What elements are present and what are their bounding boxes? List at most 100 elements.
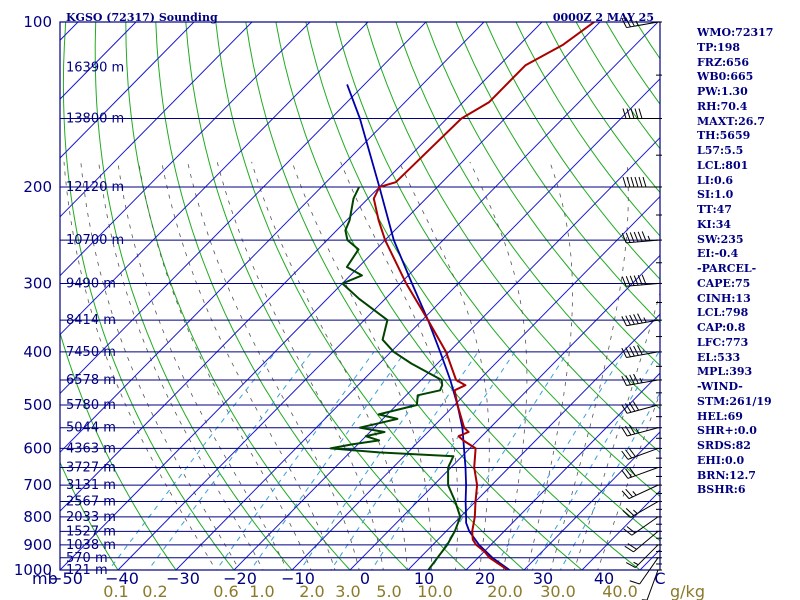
height-label: 16390 m (66, 60, 124, 75)
wind-barb-flag (621, 347, 627, 358)
wind-barb-flag (621, 469, 629, 479)
wind-barb-flag (629, 346, 635, 357)
wind-barb-flag (623, 528, 633, 536)
temperature-tick-label: −10 (281, 569, 315, 588)
mixing-ratio-label: 3.0 (335, 582, 360, 600)
wind-barb-flag (625, 347, 631, 358)
isotherm (60, 22, 369, 336)
wind-barb-flag (634, 108, 639, 119)
wind-barb-flag (625, 403, 632, 413)
moist-adiabat (80, 161, 240, 570)
dry-adiabat (60, 461, 119, 570)
height-label: 121 m (66, 563, 108, 578)
wind-barb-flag (629, 16, 635, 27)
mixing-ratio-line (215, 351, 375, 570)
height-label: 7450 m (66, 345, 116, 360)
wind-barb-half-flag (635, 20, 639, 26)
dry-adiabat (215, 22, 525, 570)
wind-barb-flag (630, 108, 635, 119)
wind-barb-flag (625, 508, 635, 516)
wind-barb-flag (642, 176, 647, 188)
mixing-ratio-line (330, 351, 479, 570)
height-label: 1038 m (66, 538, 116, 553)
index-item: CAPE:75 (697, 276, 751, 290)
wind-barb-flag (621, 316, 627, 326)
index-item: CINH:13 (697, 291, 751, 305)
pressure-unit-label: mb (32, 569, 58, 588)
wind-barb-flag (625, 375, 631, 386)
index-item: BSHR:6 (697, 483, 746, 497)
mixing-ratio-line (492, 351, 625, 570)
mixing-ratio-line (559, 391, 660, 570)
temperature-tick-label: −50 (49, 569, 83, 588)
wind-barb-flag (626, 108, 631, 119)
index-item: SRDS:82 (697, 439, 751, 452)
index-item: STM:261/19 (697, 394, 772, 408)
pressure-tick-label: 300 (23, 274, 52, 292)
dry-adiabat (155, 22, 409, 570)
pressure-tick-label: 700 (23, 476, 52, 494)
wind-barb-staff (630, 501, 659, 518)
wind-barb-flag (625, 468, 633, 478)
isotherm (60, 22, 543, 512)
moist-adiabat (550, 161, 629, 570)
pressure-tick-label: 200 (23, 178, 52, 196)
wind-barb-flag (621, 232, 627, 244)
mixing-ratio-line (250, 351, 406, 570)
temperature-tick-label: 40 (594, 569, 614, 588)
mixing-ratio-label: 1.0 (249, 582, 274, 600)
wind-barb-flag (625, 17, 631, 28)
wind-barb-flag (627, 543, 637, 550)
index-item: LCL:798 (697, 306, 749, 320)
temperature-tick-label: 20 (475, 569, 495, 588)
wind-barb-half-flag (633, 561, 639, 566)
mixing-ratio-label: 30.0 (540, 582, 576, 600)
wind-barb-flag (628, 402, 636, 412)
moist-adiabat (98, 161, 264, 570)
isotherm (60, 22, 601, 570)
wind-barb-half-flag (633, 509, 638, 514)
pressure-tick-label: 1000 (14, 561, 52, 579)
index-item: WB0:665 (697, 70, 754, 84)
index-item: TT:47 (697, 203, 732, 216)
height-label: 9490 m (66, 276, 116, 291)
wind-barb-staff (626, 404, 659, 414)
dry-adiabat (305, 22, 660, 542)
pressure-tick-label: 900 (23, 536, 52, 554)
height-label: 5044 m (66, 421, 116, 436)
wind-barb-flag (629, 374, 635, 385)
isotherm (465, 372, 660, 570)
wind-barb-half-flag (635, 428, 640, 434)
mixing-ratio-unit: g/kg (670, 582, 705, 600)
wind-barb-flag (629, 314, 635, 325)
wind-barb-flag (621, 375, 627, 386)
sounding-profiles (329, 22, 595, 570)
wind-barb-flag (622, 108, 627, 119)
temperature-tick-label: −40 (105, 569, 139, 588)
wind-barb-half-flag (647, 235, 651, 241)
height-label: 2033 m (66, 510, 116, 525)
wind-barb-flag (621, 404, 628, 414)
index-item: EHI:0.0 (697, 453, 745, 467)
wind-barb-flag (633, 231, 639, 242)
isotherm (60, 22, 195, 159)
pressure-tick-label: 600 (23, 439, 52, 457)
height-label: 5780 m (66, 398, 116, 413)
wind-barb-flag (622, 510, 631, 518)
mixing-ratio-label: 0.2 (142, 582, 167, 600)
wind-barb-flag (628, 424, 636, 435)
dry-adiabat (455, 22, 660, 324)
wind-barb-staff (627, 467, 659, 479)
moist-adiabat (117, 161, 288, 570)
wind-barb-staff (646, 569, 659, 600)
wind-barb-flag (633, 373, 639, 384)
wind-barb-flag (632, 401, 640, 411)
height-label: 10700 m (66, 233, 124, 248)
wind-barb-half-flag (643, 317, 647, 323)
wind-barb-flag (625, 488, 633, 498)
wind-barb-flag (625, 232, 631, 243)
wind-barb-flag (621, 18, 627, 28)
